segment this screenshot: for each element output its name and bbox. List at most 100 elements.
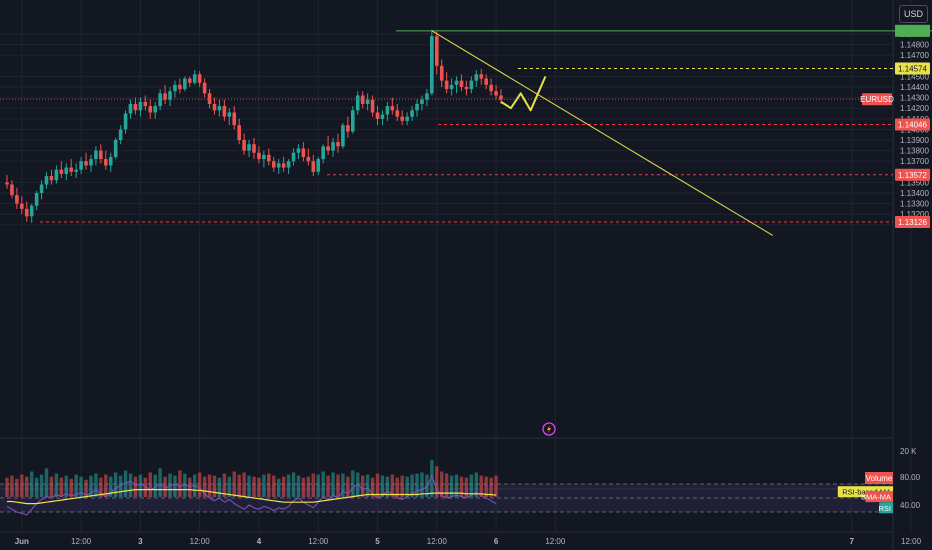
volume-bar xyxy=(138,474,143,497)
volume-bar xyxy=(69,478,73,497)
price-tick-label: 1.14400 xyxy=(900,83,929,92)
volume-bar xyxy=(64,475,68,497)
volume-bar xyxy=(326,475,330,497)
candle-body xyxy=(217,106,222,111)
candle-body xyxy=(242,140,246,151)
candle-body xyxy=(499,95,503,100)
candle-body xyxy=(123,113,128,130)
volume-bar xyxy=(316,474,320,497)
candle-body xyxy=(237,125,241,140)
candle-body xyxy=(197,74,202,83)
candle-body xyxy=(291,152,296,162)
candle-body xyxy=(489,84,493,92)
rsi-label-bg xyxy=(865,491,893,503)
price-tick-label: 1.13800 xyxy=(900,147,929,156)
candle-body xyxy=(49,176,54,181)
candle-body xyxy=(183,78,187,90)
rsi-label: SMA-MA xyxy=(861,493,891,502)
candle-body xyxy=(355,95,360,111)
volume-bar xyxy=(311,473,315,497)
price-tick-label: 1.14500 xyxy=(900,72,929,81)
candle-body xyxy=(262,154,266,160)
candle-body xyxy=(351,110,355,132)
volume-bar xyxy=(222,473,227,497)
volume-bar xyxy=(385,476,390,497)
volume-bar xyxy=(158,468,162,497)
candle-body xyxy=(469,80,474,90)
drawings[interactable] xyxy=(431,30,773,236)
candle-body xyxy=(454,80,459,85)
volume-bar xyxy=(178,470,182,497)
time-tick-label: 12:00 xyxy=(901,537,922,546)
time-tick-label: Jun xyxy=(15,537,29,546)
volume-bar xyxy=(113,472,118,497)
candle-body xyxy=(99,150,103,160)
volume-bar xyxy=(74,474,78,497)
candle-body xyxy=(44,176,49,185)
price-badge-bg xyxy=(895,62,930,75)
volume-bar xyxy=(5,477,9,497)
symbol-badge: EURUSD xyxy=(860,95,894,104)
time-tick-label: 12:00 xyxy=(71,537,92,546)
candle-body xyxy=(138,101,143,111)
candle-body xyxy=(296,148,301,153)
volume-bar xyxy=(168,473,172,497)
candle-body xyxy=(207,93,212,104)
candle-body xyxy=(341,125,345,147)
volume-bar xyxy=(272,475,276,497)
volume-bar xyxy=(217,477,222,497)
candle-body xyxy=(79,161,83,170)
lightning-glyph xyxy=(547,425,551,433)
candle-body xyxy=(306,156,311,162)
rsi-line xyxy=(6,474,497,516)
volume-pane xyxy=(5,460,498,497)
candle-body xyxy=(232,112,237,126)
candle-body xyxy=(108,156,113,166)
volume-bar xyxy=(123,470,128,497)
candle-body xyxy=(173,84,177,92)
volume-bar xyxy=(430,460,434,497)
volume-bar xyxy=(39,474,44,497)
currency-button[interactable]: USD xyxy=(899,5,928,23)
volume-bar xyxy=(380,475,385,497)
candle-body xyxy=(133,103,138,111)
candle-body xyxy=(326,146,330,151)
price-badge-bg xyxy=(895,168,930,181)
candle-body xyxy=(484,78,488,85)
volume-bar xyxy=(341,473,345,497)
volume-bar xyxy=(336,474,340,497)
candle-body xyxy=(5,182,9,185)
candle-body xyxy=(192,74,197,83)
candle-body xyxy=(444,80,449,90)
volume-bar xyxy=(212,475,217,497)
candle-body xyxy=(301,148,306,157)
price-tick-label: 1.13900 xyxy=(900,136,929,145)
event-lightning-icon xyxy=(542,422,556,436)
volume-bar xyxy=(351,470,355,497)
volume-bar xyxy=(118,475,123,497)
candle-body xyxy=(39,184,44,193)
candle-body xyxy=(143,101,148,107)
volume-bar xyxy=(360,475,365,497)
price-tick-label: 1.14700 xyxy=(900,51,929,60)
volume-bar xyxy=(420,472,424,497)
volume-bar xyxy=(267,473,271,497)
candle-body xyxy=(316,159,321,172)
candle-body xyxy=(10,184,14,196)
candle-body xyxy=(425,93,429,100)
candle-body xyxy=(187,78,192,83)
price-tick-label: 1.13700 xyxy=(900,157,929,166)
candle-body xyxy=(346,125,350,132)
candle-body xyxy=(252,144,256,153)
time-axis[interactable]: 12:00Jun12:00312:00412:00512:00612:00712… xyxy=(0,537,932,546)
volume-bar xyxy=(257,477,261,497)
candle-body xyxy=(29,205,34,217)
candle-body xyxy=(281,163,286,168)
volume-bar xyxy=(84,479,88,497)
volume-bar xyxy=(25,476,29,497)
candle-body xyxy=(34,193,39,206)
resistance-badge-bg xyxy=(895,24,930,37)
candle-body xyxy=(158,93,162,107)
grid xyxy=(0,0,912,532)
